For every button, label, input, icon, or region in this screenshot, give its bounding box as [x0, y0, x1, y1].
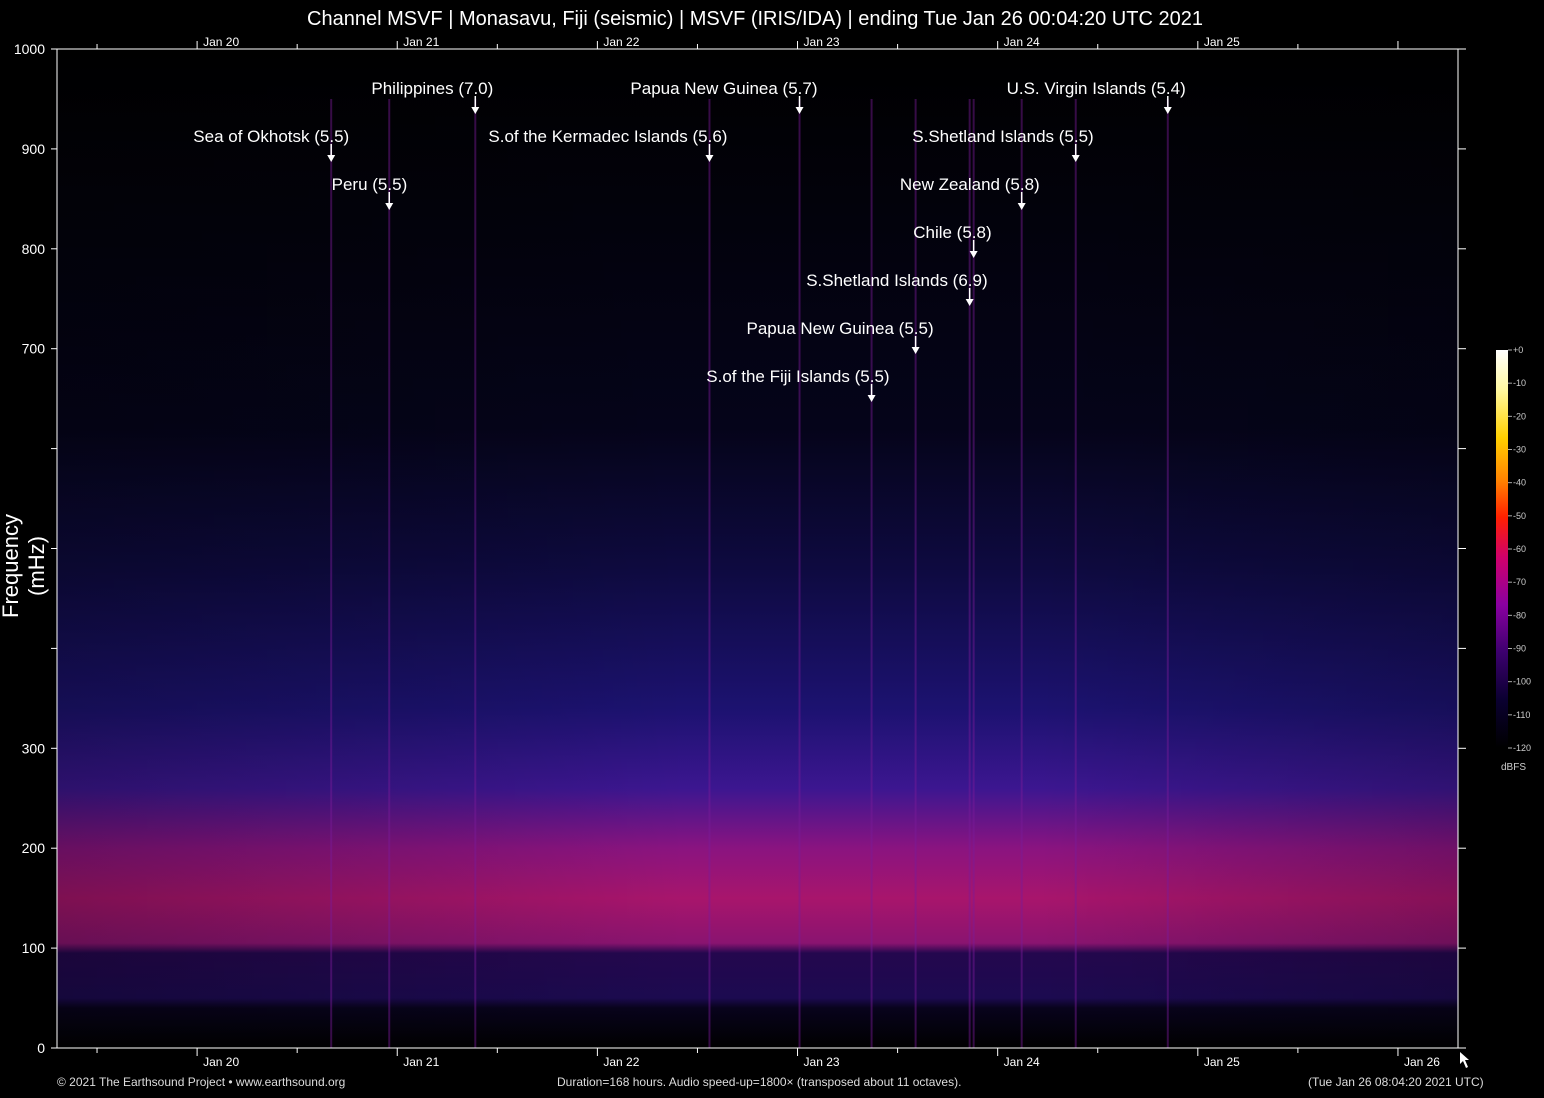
footer-timestamp: (Tue Jan 26 08:04:20 2021 UTC) — [1308, 1075, 1484, 1089]
colorbar-tick-label: -100 — [1513, 677, 1531, 687]
x-top-tick-label: Jan 22 — [603, 35, 639, 49]
event-label: Peru (5.5) — [332, 175, 408, 194]
x-top-tick-label: Jan 20 — [203, 35, 239, 49]
event-label: S.Shetland Islands (6.9) — [806, 271, 987, 290]
y-tick-label: 700 — [22, 341, 46, 357]
y-tick-label: 0 — [37, 1040, 45, 1056]
x-tick-label: Jan 22 — [603, 1055, 639, 1069]
event-label: Sea of Okhotsk (5.5) — [193, 127, 349, 146]
y-tick-label: 900 — [22, 141, 46, 157]
x-tick-label: Jan 24 — [1004, 1055, 1040, 1069]
colorbar-tick-label: -90 — [1513, 644, 1526, 654]
colorbar-tick-label: -20 — [1513, 411, 1526, 421]
event-arrow-icon — [1163, 107, 1172, 114]
y-tick-label: 300 — [22, 740, 46, 756]
event-arrow-icon — [1017, 203, 1026, 210]
x-tick-label: Jan 26 — [1404, 1055, 1440, 1069]
x-tick-label: Jan 23 — [804, 1055, 840, 1069]
event-arrow-icon — [965, 299, 974, 306]
event-label: S.of the Fiji Islands (5.5) — [706, 367, 889, 386]
spectrogram-band-shading — [57, 49, 1458, 1048]
footer-copyright: © 2021 The Earthsound Project • www.eart… — [57, 1075, 346, 1089]
x-tick-label: Jan 21 — [403, 1055, 439, 1069]
y-axis-label: Frequency (mHz) — [0, 514, 49, 618]
event-arrow-icon — [327, 155, 336, 162]
chart-title: Channel MSVF | Monasavu, Fiji (seismic) … — [307, 8, 1203, 30]
y-tick-label: 800 — [22, 241, 46, 257]
y-tick-label: 100 — [22, 940, 46, 956]
colorbar-tick-label: -120 — [1513, 743, 1531, 753]
event-arrow-icon — [705, 155, 714, 162]
cursor-arrow-icon — [1460, 1052, 1469, 1068]
event-arrow-icon — [1071, 155, 1080, 162]
x-top-tick-label: Jan 24 — [1004, 35, 1040, 49]
event-arrow-icon — [969, 251, 978, 258]
colorbar-tick-label: -80 — [1513, 610, 1526, 620]
colorbar-tick-label: -50 — [1513, 511, 1526, 521]
colorbar-tick-label: -60 — [1513, 544, 1526, 554]
colorbar-tick-label: -30 — [1513, 445, 1526, 455]
colorbar-tick-label: -40 — [1513, 478, 1526, 488]
event-label: S.of the Kermadec Islands (5.6) — [488, 127, 727, 146]
colorbar-label: dBFS — [1501, 762, 1527, 773]
y-tick-label: 1000 — [14, 41, 45, 57]
colorbar-tick-label: -110 — [1513, 710, 1530, 720]
event-label: New Zealand (5.8) — [900, 175, 1040, 194]
colorbar — [1496, 350, 1508, 748]
colorbar-tick-label: -70 — [1513, 577, 1526, 587]
event-label: Philippines (7.0) — [371, 79, 493, 98]
event-label: Chile (5.8) — [913, 223, 991, 242]
event-arrow-icon — [911, 347, 920, 354]
footer-duration: Duration=168 hours. Audio speed-up=1800×… — [557, 1075, 962, 1089]
event-arrow-icon — [795, 107, 804, 114]
event-arrow-icon — [867, 395, 876, 402]
colorbar-tick-label: +0 — [1513, 345, 1523, 355]
event-label: Papua New Guinea (5.7) — [630, 79, 817, 98]
event-arrow-icon — [385, 203, 394, 210]
y-tick-label: 200 — [22, 840, 46, 856]
x-tick-label: Jan 25 — [1204, 1055, 1240, 1069]
x-top-tick-label: Jan 23 — [804, 35, 840, 49]
event-label: S.Shetland Islands (5.5) — [912, 127, 1093, 146]
colorbar-tick-label: -10 — [1513, 378, 1526, 388]
event-label: Papua New Guinea (5.5) — [747, 319, 934, 338]
event-label: U.S. Virgin Islands (5.4) — [1007, 79, 1186, 98]
x-tick-label: Jan 20 — [203, 1055, 239, 1069]
x-top-tick-label: Jan 21 — [403, 35, 439, 49]
x-top-tick-label: Jan 25 — [1204, 35, 1240, 49]
event-arrow-icon — [471, 107, 480, 114]
